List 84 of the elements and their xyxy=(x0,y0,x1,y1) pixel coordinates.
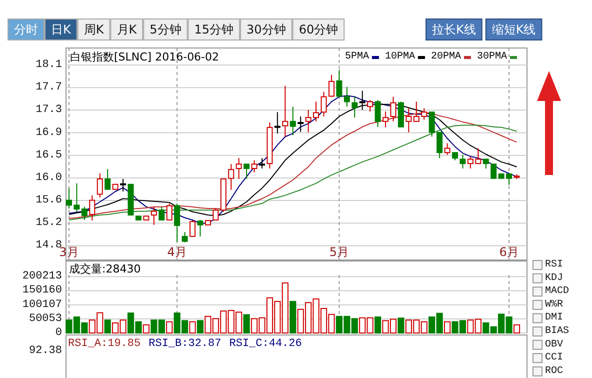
candlestick xyxy=(104,168,111,190)
candlestick xyxy=(328,74,334,98)
bar xyxy=(290,300,296,334)
text: RSI_A:19.85 xyxy=(68,338,141,350)
candlestick xyxy=(158,206,165,222)
text: 92.38 xyxy=(28,345,62,357)
candlestick xyxy=(374,100,381,128)
y-tick-label: 200213 xyxy=(22,270,62,283)
chart-title: 成交量:28430 xyxy=(69,262,141,276)
y-tick-label: 14.8 xyxy=(36,240,62,252)
text: 周K xyxy=(84,22,105,36)
legend-label: 10PMA xyxy=(384,52,415,62)
bar xyxy=(166,321,173,334)
candlestick xyxy=(390,96,396,122)
candlestick xyxy=(336,69,342,98)
candlestick xyxy=(150,206,157,226)
bar xyxy=(104,320,111,334)
text: W%R xyxy=(545,299,564,310)
y-tick-label: 150160 xyxy=(22,284,62,297)
candlestick xyxy=(197,219,204,237)
bar xyxy=(398,318,404,334)
text: RSI_C:44.26 xyxy=(229,338,302,350)
y-tick-label: 16.9 xyxy=(36,126,62,139)
bar xyxy=(196,320,204,334)
candlestick xyxy=(298,116,304,132)
text: 5分钟 xyxy=(150,22,182,36)
candlestick xyxy=(344,86,350,108)
candlestick xyxy=(320,91,327,117)
y-tick-label: 18.1 xyxy=(36,59,62,71)
text: RSI_B:32.87 xyxy=(148,338,222,350)
candlestick xyxy=(182,232,188,243)
candlestick xyxy=(244,164,250,180)
y-tick-label: 16.5 xyxy=(36,149,62,162)
bar xyxy=(513,324,520,334)
candlestick xyxy=(96,172,103,198)
text: RSI xyxy=(545,260,564,270)
text: 15分钟 xyxy=(194,22,234,36)
text: 缩短K线 xyxy=(492,22,536,36)
bar xyxy=(243,314,250,334)
bar xyxy=(374,316,382,334)
bar xyxy=(189,321,196,334)
candlestick xyxy=(166,203,172,222)
candlestick xyxy=(290,106,296,136)
candlestick xyxy=(444,142,450,156)
y-tick-label: 100107 xyxy=(22,298,62,311)
candlestick xyxy=(352,96,358,118)
y-tick-label: 15.2 xyxy=(36,217,62,230)
x-tick-label: 6月 xyxy=(499,245,519,259)
y-tick-label: 0 xyxy=(55,327,62,339)
candlestick xyxy=(174,203,180,242)
candlestick xyxy=(367,100,374,112)
text: 拉长K线 xyxy=(432,22,476,36)
candlestick xyxy=(460,154,466,169)
legend-label: 20PMA xyxy=(430,52,461,62)
legend-label: 5PMA xyxy=(344,52,369,62)
y-tick-label: 15.6 xyxy=(36,194,62,207)
x-tick-label: 5月 xyxy=(329,245,350,259)
text: KDJ xyxy=(545,272,564,284)
text: BIAS xyxy=(545,326,570,337)
text: 60分钟 xyxy=(298,22,338,36)
candlestick xyxy=(406,108,412,133)
text: ROC xyxy=(545,366,564,377)
chart-title: 白银指数[SLNC] 2016-06-02 xyxy=(70,50,220,64)
text: 日K xyxy=(51,22,72,36)
y-tick-label: 17.7 xyxy=(36,82,62,94)
bar xyxy=(142,324,150,334)
candlestick xyxy=(81,206,88,220)
y-tick-label: 16.0 xyxy=(36,172,62,184)
legend-label: 30PMA xyxy=(476,52,507,62)
y-tick-label: 50053 xyxy=(28,312,62,325)
text: 分时 xyxy=(14,22,38,36)
text: OBV xyxy=(545,339,564,350)
bar xyxy=(444,321,451,334)
text: 30分钟 xyxy=(246,22,286,36)
text: 月K xyxy=(116,22,138,36)
candlestick xyxy=(190,220,196,238)
candlestick xyxy=(236,158,242,180)
candlestick xyxy=(382,111,389,128)
text: CCI xyxy=(545,352,564,364)
x-tick-label: 4月 xyxy=(167,245,187,259)
text: MACD xyxy=(545,286,570,298)
y-tick-label: 17.3 xyxy=(36,104,62,116)
candlestick xyxy=(89,194,96,222)
text: DMI xyxy=(545,312,564,324)
